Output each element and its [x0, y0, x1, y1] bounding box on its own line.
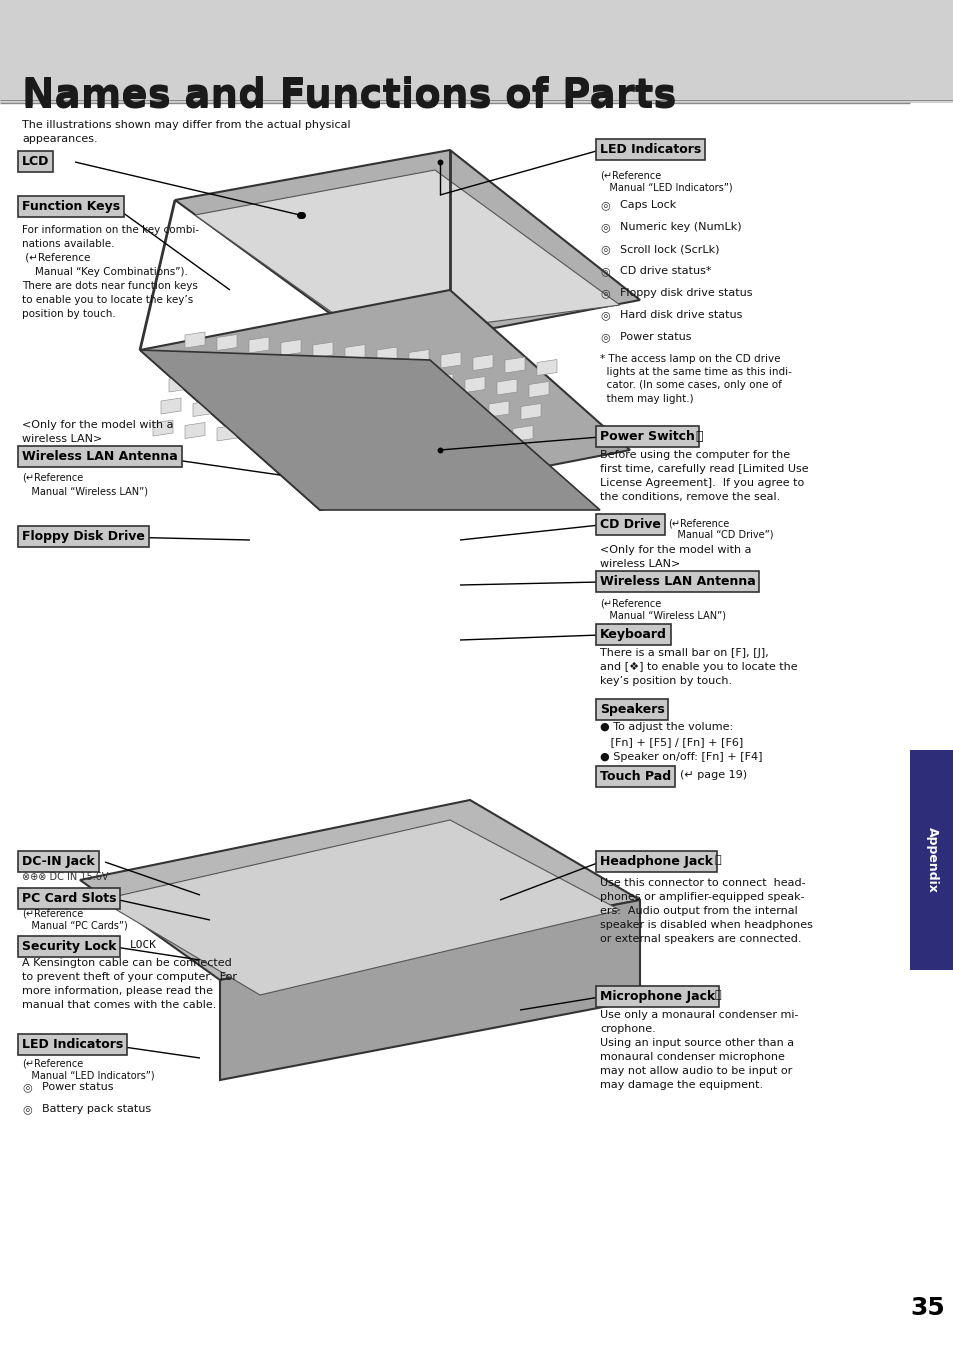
Text: Power Switch: Power Switch — [599, 430, 694, 443]
Text: Keyboard: Keyboard — [599, 628, 666, 640]
Polygon shape — [504, 447, 524, 463]
Text: LOCK: LOCK — [130, 940, 157, 950]
Text: Appendix: Appendix — [924, 827, 938, 893]
Polygon shape — [409, 350, 429, 366]
Polygon shape — [100, 820, 619, 994]
Text: DC-IN Jack: DC-IN Jack — [22, 855, 94, 867]
Polygon shape — [393, 393, 413, 409]
Polygon shape — [424, 396, 444, 412]
Polygon shape — [256, 405, 276, 422]
Polygon shape — [305, 363, 325, 380]
Polygon shape — [201, 378, 221, 394]
Text: Microphone Jack: Microphone Jack — [599, 990, 715, 1002]
Text: Power status: Power status — [42, 1082, 113, 1092]
Polygon shape — [360, 390, 380, 407]
Text: 🎧: 🎧 — [714, 855, 720, 865]
Text: Speakers: Speakers — [599, 703, 664, 716]
Polygon shape — [504, 357, 524, 373]
Text: Floppy disk drive status: Floppy disk drive status — [619, 288, 752, 299]
Text: ◎: ◎ — [599, 222, 609, 232]
Text: For information on the key combi-
nations available.
 (↵Reference
    Manual “Ke: For information on the key combi- nation… — [22, 226, 199, 319]
Text: Use this connector to connect  head-
phones or amplifier-equipped speak-
ers.  A: Use this connector to connect head- phon… — [599, 878, 812, 944]
Text: Wireless LAN Antenna: Wireless LAN Antenna — [599, 576, 755, 588]
Text: LCD: LCD — [22, 155, 50, 168]
Text: (↵Reference
   Manual “Wireless LAN”): (↵Reference Manual “Wireless LAN”) — [599, 598, 725, 620]
Bar — [909, 750, 953, 970]
Polygon shape — [345, 345, 365, 361]
Polygon shape — [369, 369, 389, 385]
Bar — [0, 15, 953, 103]
Text: PC Card Slots: PC Card Slots — [22, 892, 116, 905]
Polygon shape — [177, 354, 196, 370]
Text: Names and Functions of Parts: Names and Functions of Parts — [22, 76, 676, 113]
Polygon shape — [249, 336, 269, 353]
Text: CD drive status*: CD drive status* — [619, 266, 711, 276]
Polygon shape — [185, 423, 205, 439]
Text: ◎: ◎ — [22, 1104, 31, 1115]
Text: There is a small bar on [F], [J],
and [❖] to enable you to locate the
key’s posi: There is a small bar on [F], [J], and [❖… — [599, 648, 797, 686]
Polygon shape — [385, 416, 405, 431]
Polygon shape — [473, 444, 493, 461]
Polygon shape — [193, 400, 213, 416]
Polygon shape — [400, 372, 420, 388]
Polygon shape — [440, 353, 460, 367]
Polygon shape — [345, 435, 365, 451]
Text: (↵Reference
   Manual “LED Indicators”): (↵Reference Manual “LED Indicators”) — [599, 170, 732, 192]
Text: Battery pack status: Battery pack status — [42, 1104, 151, 1115]
Text: ◎: ◎ — [599, 200, 609, 209]
Text: ◎: ◎ — [599, 309, 609, 320]
Text: Caps Lock: Caps Lock — [619, 200, 676, 209]
Polygon shape — [464, 377, 484, 393]
Text: * The access lamp on the CD drive
  lights at the same time as this indi-
  cato: * The access lamp on the CD drive lights… — [599, 354, 791, 404]
Polygon shape — [216, 426, 236, 440]
Bar — [0, 0, 953, 15]
Text: Numeric key (NumLk): Numeric key (NumLk) — [619, 222, 740, 232]
Polygon shape — [376, 438, 396, 454]
Polygon shape — [209, 357, 229, 373]
Text: Security Lock: Security Lock — [22, 940, 116, 952]
Text: (↵Reference
   Manual “PC Cards”): (↵Reference Manual “PC Cards”) — [22, 908, 128, 931]
Text: (↵Reference
   Manual “Wireless LAN”): (↵Reference Manual “Wireless LAN”) — [22, 473, 148, 496]
Text: 🎤: 🎤 — [714, 990, 720, 1000]
Polygon shape — [433, 374, 453, 390]
Polygon shape — [449, 420, 469, 436]
Text: ◎: ◎ — [22, 1082, 31, 1092]
Polygon shape — [520, 404, 540, 420]
Text: Function Keys: Function Keys — [22, 200, 120, 213]
Text: Headphone Jack: Headphone Jack — [599, 855, 712, 867]
Polygon shape — [216, 335, 236, 350]
Text: Power status: Power status — [619, 332, 691, 342]
Text: ● To adjust the volume:
   [Fn] + [F5] / [Fn] + [F6]
● Speaker on/off: [Fn] + [F: ● To adjust the volume: [Fn] + [F5] / [F… — [599, 721, 761, 762]
Polygon shape — [140, 290, 629, 509]
Bar — [0, 0, 953, 32]
Text: 35: 35 — [909, 1296, 943, 1320]
Text: A Kensington cable can be connected
to prevent theft of your computer.  For
more: A Kensington cable can be connected to p… — [22, 958, 236, 1011]
Text: (↵Reference
   Manual “CD Drive”): (↵Reference Manual “CD Drive”) — [667, 517, 773, 539]
Polygon shape — [233, 381, 253, 397]
Polygon shape — [161, 399, 181, 413]
Polygon shape — [497, 380, 517, 394]
Polygon shape — [440, 443, 460, 458]
Text: ◎: ◎ — [599, 332, 609, 342]
Text: Wireless LAN Antenna: Wireless LAN Antenna — [22, 450, 177, 463]
Polygon shape — [313, 432, 333, 449]
Polygon shape — [281, 339, 301, 355]
Polygon shape — [185, 332, 205, 349]
Polygon shape — [174, 150, 639, 350]
Polygon shape — [537, 359, 557, 376]
Polygon shape — [249, 427, 269, 443]
Polygon shape — [289, 408, 309, 424]
Polygon shape — [241, 359, 261, 376]
Text: Use only a monaural condenser mi-
crophone.
Using an input source other than a
m: Use only a monaural condenser mi- cropho… — [599, 1011, 798, 1090]
Text: Before using the computer for the
first time, carefully read [Limited Use
Licens: Before using the computer for the first … — [599, 450, 808, 503]
Polygon shape — [480, 423, 500, 439]
Polygon shape — [281, 430, 301, 446]
Text: (↵Reference
   Manual “LED Indicators”): (↵Reference Manual “LED Indicators”) — [22, 1058, 154, 1081]
Polygon shape — [273, 362, 293, 377]
Polygon shape — [336, 366, 356, 382]
Polygon shape — [529, 381, 548, 397]
Text: Hard disk drive status: Hard disk drive status — [619, 309, 741, 320]
Text: (↵ page 19): (↵ page 19) — [679, 770, 746, 780]
Text: The illustrations shown may differ from the actual physical
appearances.: The illustrations shown may differ from … — [22, 120, 351, 145]
Polygon shape — [225, 403, 245, 419]
